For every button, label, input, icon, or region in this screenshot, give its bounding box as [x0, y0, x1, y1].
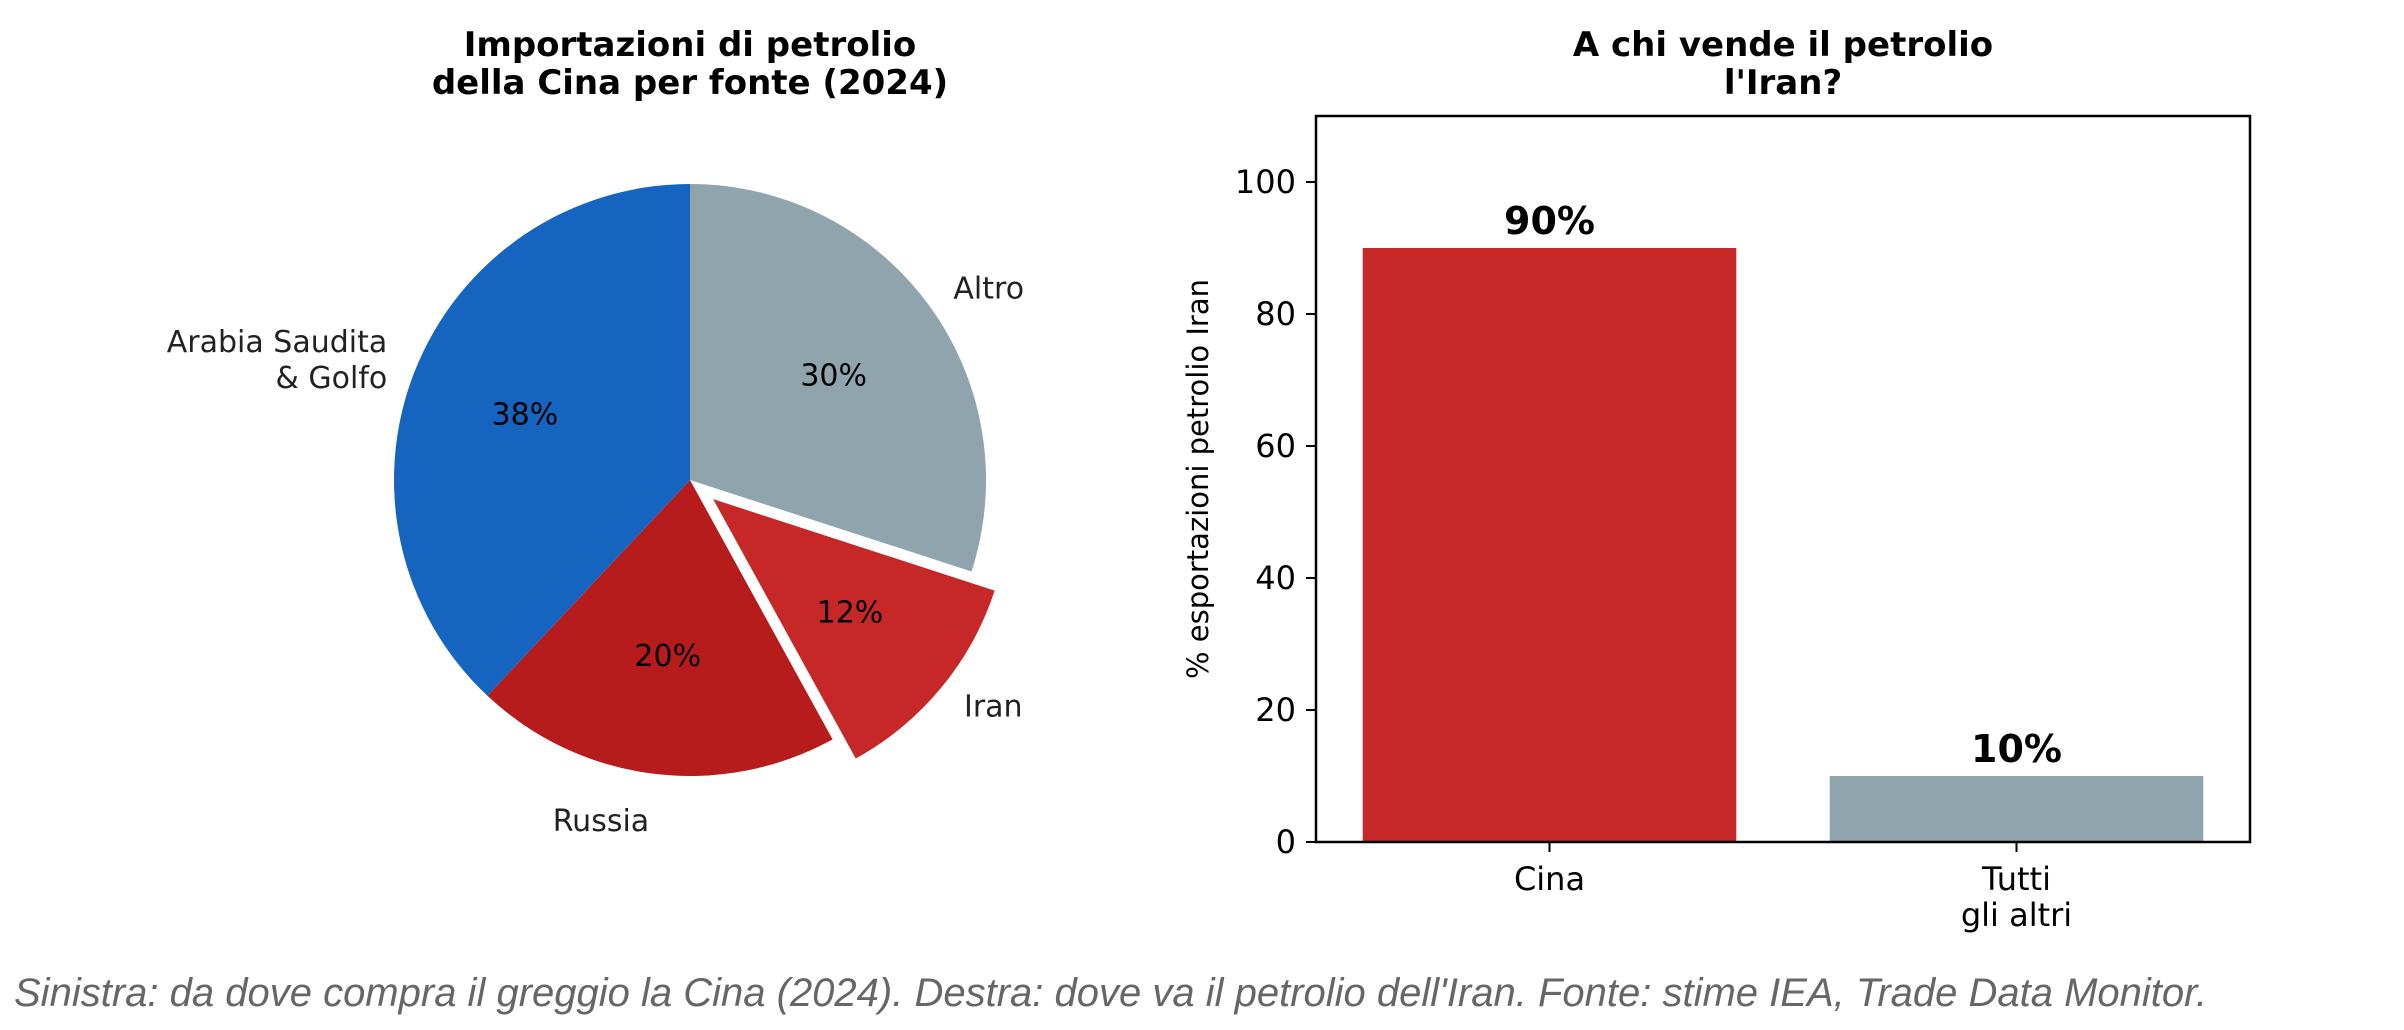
bar-y-axis-label-group: % esportazioni petrolio Iran [1181, 279, 1215, 679]
pie-slices [394, 184, 995, 777]
bar-chart: A chi vende il petrolio l'Iran? 90% 10% Ci… [1181, 25, 2252, 934]
pie-pct-label-2: 20% [634, 639, 701, 674]
pie-pct-label-1: 12% [817, 595, 884, 630]
pie-pct-label-0: 30% [800, 359, 867, 394]
bar-1 [1829, 776, 2204, 842]
pie-labels: 30% Altro 12% Iran 20% Russia 38% Arabia Saudit… [167, 272, 1024, 839]
pie-category-label-0: Altro [953, 272, 1024, 307]
pie-slice-2 [487, 480, 833, 777]
bar-0 [1362, 248, 1737, 842]
bar-axes [1314, 114, 2252, 844]
pie-category-label-1: Iran [964, 690, 1023, 725]
pie-slice-0 [690, 184, 987, 572]
y-tick-label-0: 0 [1276, 823, 1296, 861]
y-tick-label-2: 40 [1255, 559, 1296, 597]
y-tick-label-4: 80 [1255, 295, 1296, 333]
bar-title-text: A chi vende il petrolio l'Iran? [1573, 25, 1993, 103]
figure-caption: Sinistra: da dove compra il greggio la C… [14, 971, 2208, 1015]
y-tick-label-3: 60 [1255, 427, 1296, 465]
x-tick-label-0: Cina [1514, 860, 1585, 898]
bar-series: 90% 10% [1362, 199, 2204, 842]
x-tick-label-1: Tutti gli altri [1961, 860, 2072, 934]
pie-title-text: Importazioni di petrolio della Cina per f… [432, 25, 948, 103]
bar-value-label-0: 90% [1504, 199, 1595, 243]
bar-value-label-1: 10% [1971, 727, 2062, 771]
y-tick-label-1: 20 [1255, 691, 1296, 729]
pie-chart-title: Importazioni di petrolio della Cina per f… [432, 25, 948, 103]
y-axis-label: % esportazioni petrolio Iran [1181, 279, 1215, 679]
pie-pct-label-3: 38% [492, 398, 559, 433]
figure: Importazioni di petrolio della Cina per f… [167, 25, 2252, 934]
bar-ticks: Cina Tutti gli altri 0 20 40 60 80 100 [1235, 163, 2072, 934]
y-tick-label-5: 100 [1235, 163, 1296, 201]
pie-category-label-2: Russia [553, 804, 650, 839]
plot-frame [1314, 114, 2252, 844]
pie-slice-1 [713, 499, 995, 759]
pie-category-label-3: Arabia Saudita & Golfo [167, 325, 388, 396]
bar-chart-title: A chi vende il petrolio l'Iran? [1573, 25, 1993, 103]
pie-chart: Importazioni di petrolio della Cina per f… [167, 25, 1024, 839]
pie-slice-3 [394, 184, 690, 696]
